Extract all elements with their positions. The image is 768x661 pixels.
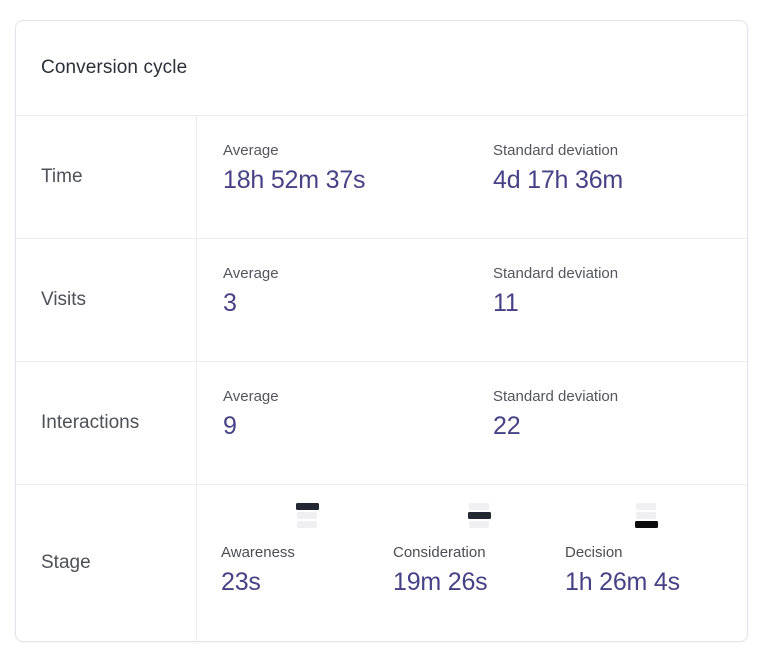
stage-value: 19m 26s [393,568,488,596]
metric-interactions-average: Average 9 [223,388,493,441]
stage-label: Awareness [221,544,295,561]
row-label-interactions: Interactions [16,362,197,484]
stage-bar [469,503,489,510]
metric-label: Average [223,265,279,282]
card-title: Conversion cycle [41,57,188,78]
metric-time-average: Average 18h 52m 37s [223,142,493,195]
card-header: Conversion cycle [16,21,747,116]
metric-time-stddev: Standard deviation 4d 17h 36m [493,142,727,195]
stage-bar [636,503,656,510]
metric-value: 11 [493,289,519,317]
funnel-stage-bottom-icon [634,503,658,528]
funnel-stage-top-icon [295,503,319,528]
stage-consideration: Consideration 19m 26s [393,503,565,597]
active-stage-bar [634,521,658,528]
metric-value: 18h 52m 37s [223,166,366,194]
stage-bar [636,512,656,519]
metric-value: 4d 17h 36m [493,166,624,194]
table-row-time: Time Average 18h 52m 37s Standard deviat… [16,116,747,239]
metric-interactions-stddev: Standard deviation 22 [493,388,727,441]
stage-awareness: Awareness 23s [221,503,393,597]
table-row-stage: Stage Awareness 23s Consideration 19m 26… [16,485,747,641]
stage-label: Decision [565,544,623,561]
conversion-cycle-card: Conversion cycle Time Average 18h 52m 37… [15,20,748,642]
funnel-stage-middle-icon [467,503,491,528]
table-row-interactions: Interactions Average 9 Standard deviatio… [16,362,747,485]
row-label-time: Time [16,116,197,238]
metric-visits-stddev: Standard deviation 11 [493,265,727,318]
row-content-stage: Awareness 23s Consideration 19m 26s Deci… [197,485,747,641]
stage-value: 1h 26m 4s [565,568,680,596]
row-content-interactions: Average 9 Standard deviation 22 [197,362,747,484]
metric-label: Standard deviation [493,142,619,159]
stage-decision: Decision 1h 26m 4s [565,503,727,597]
metric-value: 9 [223,412,237,440]
metric-value: 3 [223,289,237,317]
active-stage-bar [295,503,319,510]
metric-label: Average [223,388,279,405]
metric-label: Standard deviation [493,388,619,405]
metric-value: 22 [493,412,521,440]
stage-bar [469,521,489,528]
row-content-time: Average 18h 52m 37s Standard deviation 4… [197,116,747,238]
metric-visits-average: Average 3 [223,265,493,318]
active-stage-bar [467,512,491,519]
metric-label: Average [223,142,279,159]
row-content-visits: Average 3 Standard deviation 11 [197,239,747,361]
row-label-visits: Visits [16,239,197,361]
table-row-visits: Visits Average 3 Standard deviation 11 [16,239,747,362]
stage-value: 23s [221,568,261,596]
stage-bar [297,512,317,519]
stage-bar [297,521,317,528]
stage-label: Consideration [393,544,486,561]
metric-label: Standard deviation [493,265,619,282]
row-label-stage: Stage [16,485,197,641]
